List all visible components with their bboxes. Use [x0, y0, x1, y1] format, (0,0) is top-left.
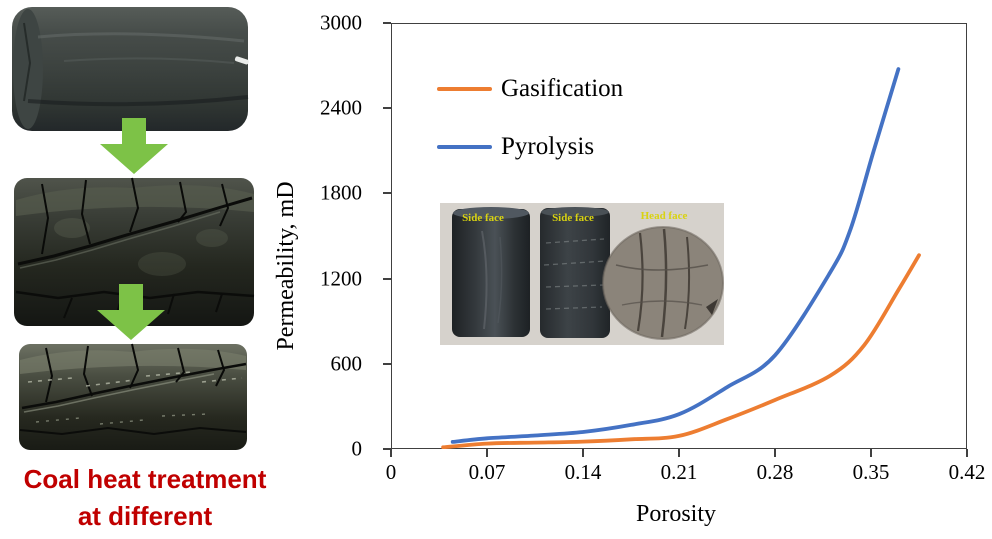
x-tick-mark [390, 449, 392, 457]
y-tick-mark [383, 192, 391, 195]
curve-pyrolysis [450, 67, 901, 444]
y-tick-mark [383, 107, 391, 110]
treated-coal-1-art [14, 177, 255, 326]
inset-label-side-face-1: Side face [462, 212, 504, 224]
chart-curves [441, 67, 921, 449]
legend-label: Gasification [501, 75, 624, 102]
curve-gasification [441, 253, 921, 449]
y-tick-label: 1800 [320, 180, 362, 205]
x-tick-label: 0.07 [468, 460, 506, 484]
gasification-line-swatch [437, 87, 492, 91]
y-tick-mark [383, 362, 391, 365]
y-tick-mark [383, 448, 391, 450]
y-tick-mark [383, 277, 391, 280]
caption-line-1: Coal heat treatment [23, 464, 267, 494]
figure-caption: Coal heat treatment at different atmosph… [0, 461, 290, 539]
x-tick-label: 0.14 [564, 460, 602, 484]
down-arrow-icon [97, 284, 165, 340]
down-arrow-icon [100, 118, 168, 174]
x-tick-label: 0.21 [660, 460, 698, 484]
x-tick-mark [582, 449, 584, 457]
pyrolysis-line-swatch [437, 145, 492, 149]
caption-line-2: at different atmospheres [64, 501, 226, 539]
x-tick-mark [774, 449, 776, 457]
x-tick-mark [486, 449, 488, 457]
inset-label-side-face-2: Side face [552, 212, 594, 224]
x-tick-label: 0.35 [852, 460, 890, 484]
treated-coal-2-art [19, 343, 247, 450]
x-axis-title: Porosity [635, 501, 716, 527]
inset-label-head-face: Head face [641, 210, 688, 222]
down-arrow-shape [97, 284, 165, 340]
y-tick-label: 2400 [320, 95, 362, 120]
photo-treated-coal-1 [10, 166, 258, 334]
inset-sample-photo: Side face Side face Head face [440, 203, 724, 345]
x-tick-mark [678, 449, 680, 457]
x-tick-mark [870, 449, 872, 457]
x-tick-label: 0.28 [756, 460, 794, 484]
legend-label: Pyrolysis [501, 133, 595, 160]
photo-raw-coal-core [8, 3, 252, 135]
y-tick-label: 3000 [320, 10, 362, 35]
y-tick-label: 600 [330, 351, 363, 376]
y-tick-label: 1200 [320, 266, 362, 291]
legend-entry-pyrolysis: Pyrolysis [437, 130, 623, 164]
raw-coal-core-art [12, 7, 249, 131]
down-arrow-shape [100, 118, 168, 174]
x-tick-label: 0 [385, 460, 397, 484]
inset-art: Side face Side face Head face [440, 203, 724, 345]
chart-legend: Gasification Pyrolysis [437, 72, 623, 188]
photo-treated-coal-2 [16, 336, 250, 457]
x-tick-label: 0.42 [948, 460, 986, 484]
y-tick-mark [383, 22, 391, 24]
x-tick-mark [966, 449, 968, 457]
legend-entry-gasification: Gasification [437, 72, 623, 106]
plot-area-frame [391, 23, 967, 449]
y-tick-label: 0 [351, 436, 363, 461]
